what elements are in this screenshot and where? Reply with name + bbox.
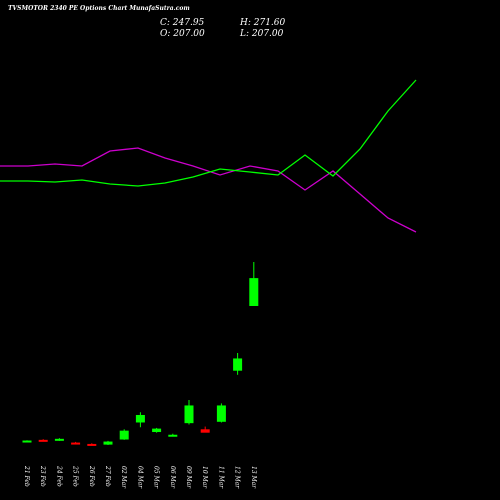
candle-body — [135, 414, 145, 423]
x-tick-label: 06 Mar — [169, 466, 176, 489]
x-tick-label: 27 Feb — [104, 465, 111, 487]
candle — [103, 440, 113, 445]
candle — [216, 403, 226, 423]
x-tick-label: 26 Feb — [88, 465, 95, 487]
open-value: O: 207.00 — [160, 29, 205, 39]
x-tick-label: 11 Mar — [217, 466, 224, 489]
candle-body — [168, 434, 178, 437]
candle — [119, 429, 129, 440]
candle — [200, 426, 210, 433]
x-axis-labels: 21 Feb 23 Feb 24 Feb 25 Feb 26 Feb 27 Feb 02 M… — [23, 465, 257, 489]
candle — [184, 400, 194, 425]
overlay-line-0 — [0, 147, 417, 233]
x-tick-label: 10 Mar — [201, 466, 208, 489]
x-tick-label: 21 Feb — [23, 465, 30, 487]
x-tick-label: 23 Feb — [39, 465, 46, 487]
candle-body — [71, 442, 81, 445]
indicator-lines — [0, 79, 417, 233]
candle-body — [249, 278, 259, 307]
candle-body — [216, 405, 226, 422]
candle-body — [184, 405, 194, 424]
candle-body — [119, 430, 129, 440]
chart-title: TVSMOTOR 2340 PE Options Chart MunafaSut… — [8, 5, 190, 12]
candle — [22, 440, 32, 443]
close-value: C: 247.95 — [160, 18, 205, 28]
candle-body — [152, 428, 162, 433]
candle — [87, 443, 97, 446]
candle-body — [200, 429, 210, 433]
x-tick-label: 13 Mar — [250, 466, 257, 489]
x-tick-label: 09 Mar — [185, 466, 192, 489]
x-tick-label: 25 Feb — [72, 465, 79, 487]
low-value: L: 207.00 — [240, 29, 284, 39]
candle — [38, 439, 48, 442]
candle — [135, 412, 145, 428]
x-tick-label: 02 Mar — [120, 466, 127, 489]
candle-body — [87, 443, 97, 446]
candle-body — [22, 440, 32, 443]
x-tick-label: 05 Mar — [153, 466, 160, 489]
candle — [233, 353, 243, 375]
candle — [168, 433, 178, 437]
candlesticks — [22, 262, 259, 446]
candle-body — [38, 439, 48, 442]
candle-body — [233, 358, 243, 371]
candle-body — [103, 441, 113, 445]
candle — [249, 262, 259, 307]
candle-body — [54, 438, 64, 441]
x-tick-label: 24 Feb — [55, 465, 62, 487]
candle — [54, 438, 64, 441]
x-tick-label: 12 Mar — [234, 466, 241, 489]
candle — [71, 441, 81, 445]
x-tick-label: 04 Mar — [136, 466, 143, 489]
high-value: H: 271.60 — [240, 18, 286, 28]
overlay-line-1 — [0, 79, 417, 187]
candle — [152, 427, 162, 433]
